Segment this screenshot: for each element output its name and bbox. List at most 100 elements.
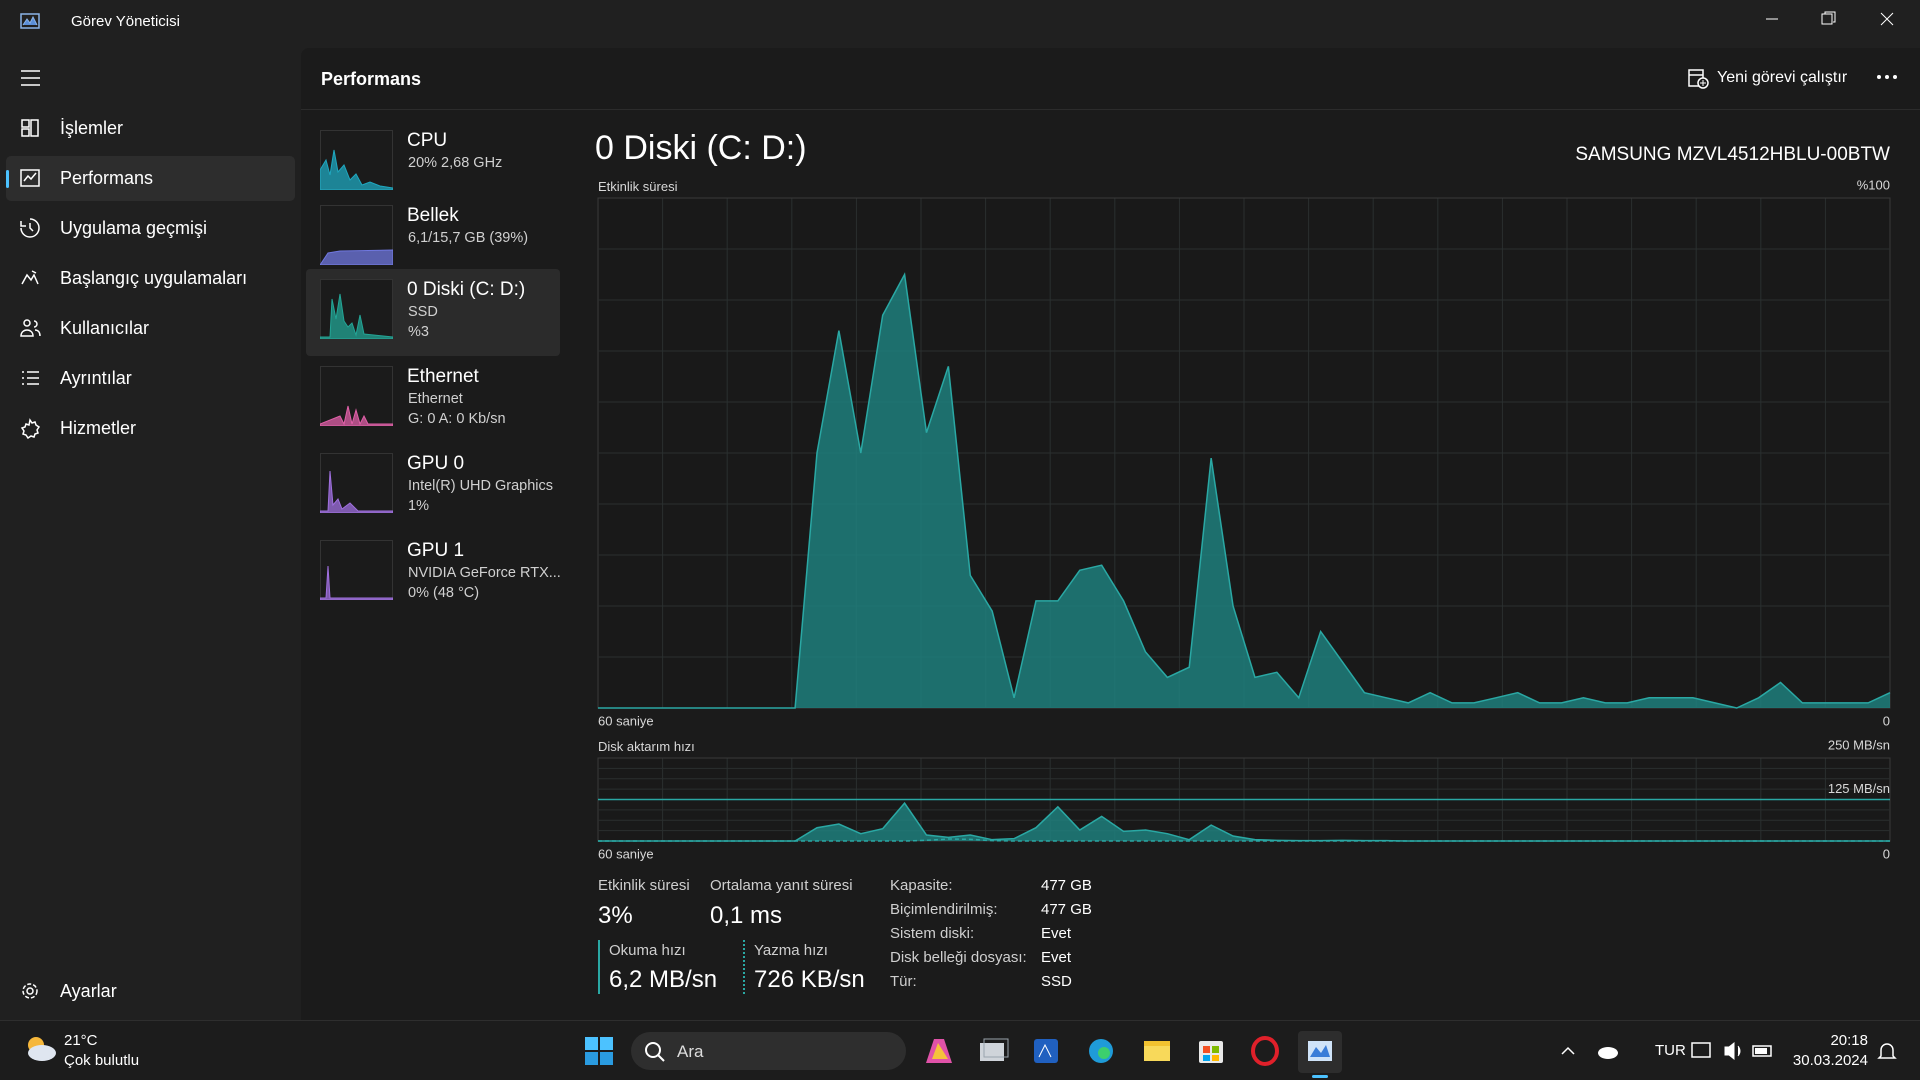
stat-value: 3% xyxy=(598,902,633,929)
stat-label: Yazma hızı xyxy=(754,942,828,959)
disk-model: SAMSUNG MZVL4512HBLU-00BTW xyxy=(1575,144,1890,165)
write-indicator xyxy=(743,940,745,994)
nav-item[interactable]: Uygulama geçmişi xyxy=(60,218,208,238)
app-store[interactable] xyxy=(1199,1041,1223,1063)
device-detail: G: 0 A: 0 Kb/sn xyxy=(408,411,506,427)
icon-path xyxy=(21,119,39,137)
run-task-icon xyxy=(1688,69,1709,89)
nav-item[interactable]: Kullanıcılar xyxy=(60,318,150,338)
device-thumbnail xyxy=(320,366,393,426)
nav-icon xyxy=(20,169,40,187)
thumbnail-graph xyxy=(320,405,393,426)
device-thumbnail xyxy=(320,279,393,339)
y-tick-label: 125 MB/sn xyxy=(1828,781,1890,796)
line-dashed xyxy=(598,838,1890,842)
system-tray xyxy=(1561,1041,1772,1061)
device-name[interactable]: GPU 1 xyxy=(407,540,465,561)
onedrive[interactable] xyxy=(1598,1047,1618,1059)
nav-item[interactable]: Performans xyxy=(60,168,154,188)
device-detail: NVIDIA GeForce RTX... xyxy=(408,565,561,581)
app-opera[interactable] xyxy=(1251,1036,1279,1066)
device-thumbnail xyxy=(320,540,393,600)
stat-label: Okuma hızı xyxy=(609,942,686,959)
settings[interactable]: Ayarlar xyxy=(60,981,117,1001)
search-icon xyxy=(645,1042,665,1062)
pinned-apps xyxy=(926,1031,1342,1078)
app-explorer[interactable] xyxy=(1144,1041,1170,1061)
app-icon xyxy=(20,13,40,29)
nav-icon xyxy=(20,418,41,439)
device-detail: %3 xyxy=(408,324,429,340)
clock-date[interactable]: 30.03.2024 xyxy=(1792,1052,1868,1069)
app-copilot[interactable] xyxy=(926,1039,952,1063)
device-name[interactable]: 0 Diski (C: D:) xyxy=(407,279,526,300)
device-detail: Intel(R) UHD Graphics xyxy=(408,478,554,494)
y-tick-label: %100 xyxy=(1857,177,1890,192)
menu-button[interactable] xyxy=(20,69,42,87)
nav-accent xyxy=(6,170,9,188)
tray-icons[interactable] xyxy=(1691,1041,1772,1061)
tray-expand[interactable] xyxy=(1561,1046,1575,1055)
thumbnail-graph xyxy=(320,293,393,339)
nav-item[interactable]: Başlangıç uygulamaları xyxy=(60,268,248,288)
line xyxy=(598,801,1890,842)
property-value: 477 GB xyxy=(1041,877,1092,894)
x-tick-label: 60 saniye xyxy=(598,713,654,728)
app-terminal[interactable] xyxy=(1034,1039,1058,1063)
nav-icon xyxy=(22,371,39,385)
window-controls xyxy=(1766,11,1894,26)
detail-title: 0 Diski (C: D:) xyxy=(595,129,807,167)
header-divider xyxy=(301,109,1920,110)
start-button[interactable] xyxy=(584,1036,614,1066)
device-name[interactable]: Ethernet xyxy=(407,366,479,387)
stat-value: 726 KB/sn xyxy=(754,966,865,993)
app-edge[interactable] xyxy=(1089,1039,1113,1063)
nav-item[interactable]: Ayrıntılar xyxy=(60,368,132,388)
property-label: Biçimlendirilmiş: xyxy=(890,901,998,918)
run-task-button[interactable]: Yeni görevi çalıştır xyxy=(1717,69,1848,86)
nav-item[interactable]: Hizmetler xyxy=(60,418,137,438)
nav-icon xyxy=(21,270,39,285)
device-name[interactable]: GPU 0 xyxy=(407,453,465,474)
x-tick-label: 0 xyxy=(1883,713,1890,728)
nav-icon xyxy=(20,218,40,238)
app-task-manager[interactable] xyxy=(1308,1041,1332,1061)
thumbnail-graph xyxy=(320,149,393,190)
property-label: Kapasite: xyxy=(890,877,953,894)
property-label: Sistem diski: xyxy=(890,925,975,942)
read-indicator xyxy=(598,940,600,994)
thumbnail-frame xyxy=(320,540,393,600)
temperature: 21°C xyxy=(64,1032,98,1049)
device-detail: 20% 2,68 GHz xyxy=(408,155,503,171)
stat-label: Ortalama yanıt süresi xyxy=(710,877,853,894)
search-text: Ara xyxy=(677,1042,704,1061)
nav-selected-bg xyxy=(6,156,295,201)
stat-label: Etkinlik süresi xyxy=(598,877,690,894)
clock-time[interactable]: 20:18 xyxy=(1830,1032,1868,1049)
close[interactable] xyxy=(1880,12,1894,26)
icon-path xyxy=(22,371,39,385)
x-tick-label: 0 xyxy=(1883,846,1890,861)
device-detail: SSD xyxy=(408,304,438,320)
app-taskview[interactable] xyxy=(980,1038,1009,1061)
language[interactable]: TUR xyxy=(1655,1042,1686,1059)
thumbnail-graph xyxy=(320,470,393,513)
page-title: Performans xyxy=(321,69,422,89)
area xyxy=(598,803,1890,841)
property-value: 477 GB xyxy=(1041,901,1092,918)
search-box[interactable] xyxy=(631,1032,906,1070)
device-detail: Ethernet xyxy=(408,391,463,407)
device-thumbnail xyxy=(320,204,393,265)
device-name[interactable]: Bellek xyxy=(407,204,459,226)
icon-path xyxy=(20,218,40,238)
device-thumbnail xyxy=(320,453,393,513)
restore[interactable] xyxy=(1821,13,1833,25)
notifications[interactable] xyxy=(1876,1040,1898,1062)
weather-icon xyxy=(28,1037,56,1061)
taskbar: 21°C Çok bulutlu Ara TUR 20:18 30.03.202… xyxy=(0,1020,1920,1080)
more-button[interactable] xyxy=(1875,72,1899,82)
transfer-chart: 250 MB/sn 125 MB/sn 60 saniye 0 xyxy=(597,737,1891,861)
nav-item[interactable]: İşlemler xyxy=(60,118,124,138)
device-name[interactable]: CPU xyxy=(407,130,448,151)
